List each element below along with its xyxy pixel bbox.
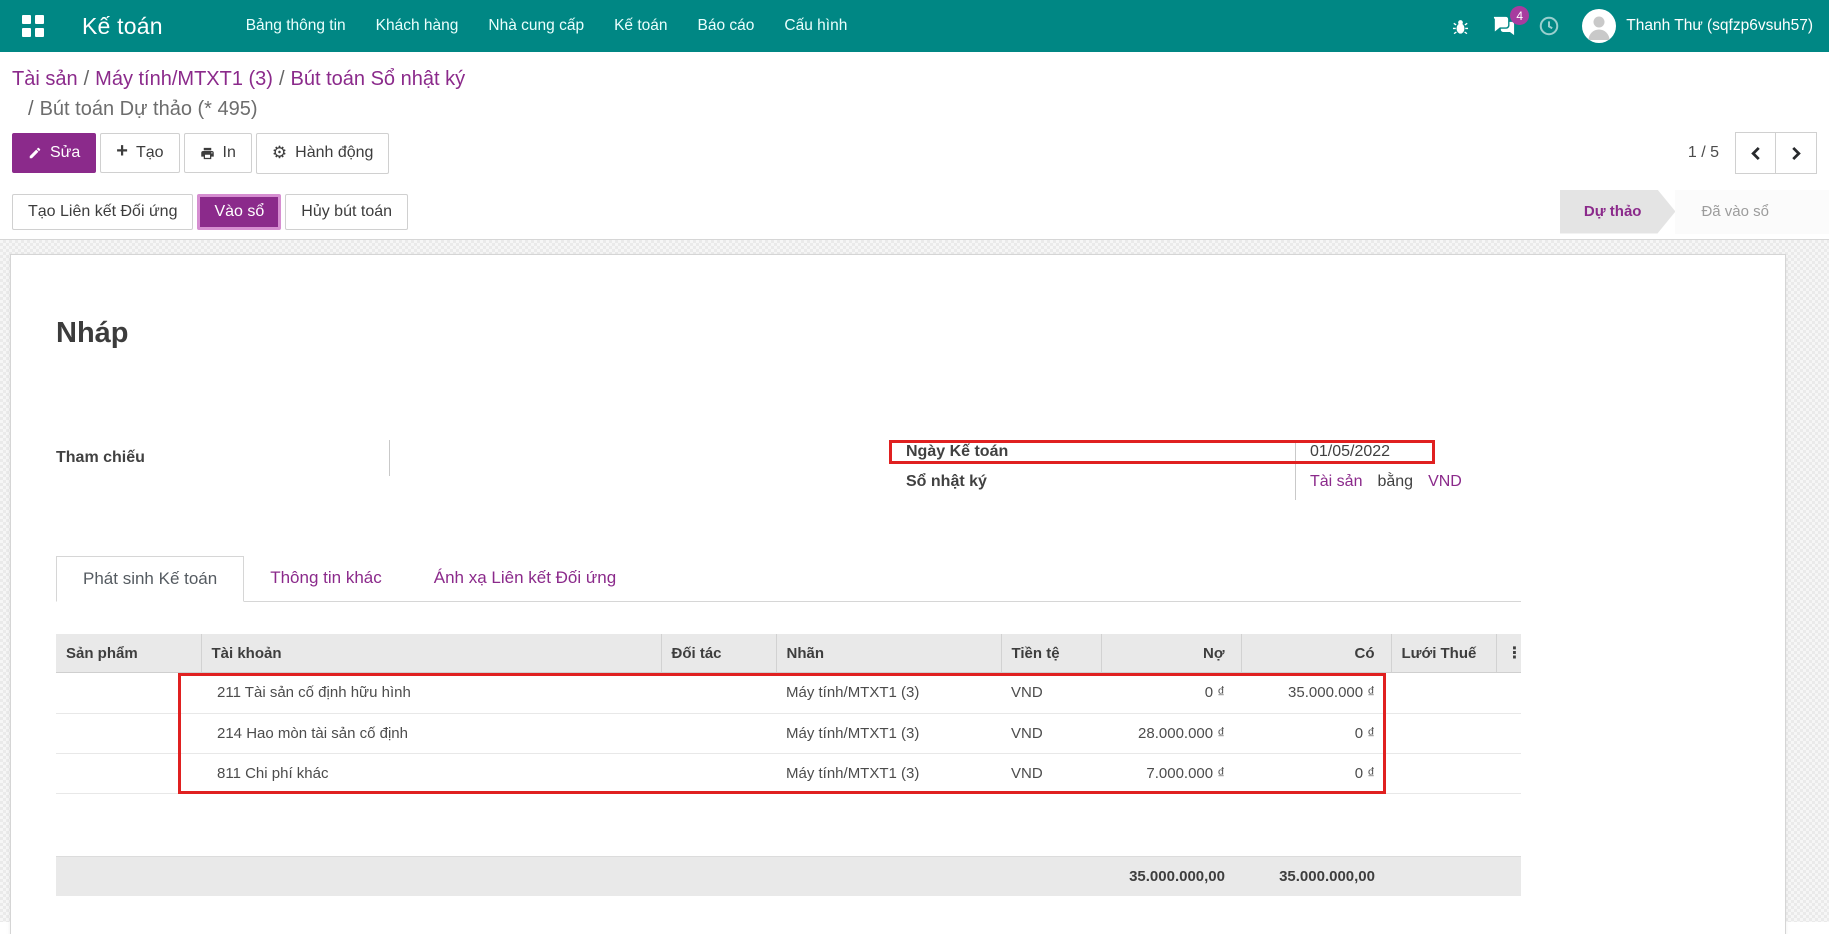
pager-counter: 1 / 5 <box>1687 144 1719 161</box>
plus-icon <box>116 142 128 164</box>
journal-link[interactable]: Tài sản <box>1310 473 1363 490</box>
message-count-badge: 4 <box>1510 6 1530 25</box>
printer-icon <box>200 146 215 161</box>
column-header-partner[interactable]: Đối tác <box>661 634 777 673</box>
totals-row: 35.000.000,00 35.000.000,00 <box>56 855 1521 896</box>
state-posted[interactable]: Đã vào sổ <box>1675 189 1829 234</box>
chevron-right-icon <box>1790 146 1803 161</box>
menu-item-reports[interactable]: Báo cáo <box>697 17 755 34</box>
form-sheet: Nháp Tham chiếu Ngày Kế toán 01/05/2022 … <box>10 254 1786 934</box>
column-header-credit[interactable]: Có <box>1241 634 1392 673</box>
debug-bug-icon[interactable] <box>1451 17 1470 36</box>
notebook-tabs: Phát sinh Kế toán Thông tin khác Ánh xạ … <box>56 556 1521 602</box>
journal-items-table-header: Sản phẩm Tài khoản Đối tác Nhãn Tiền tệ … <box>56 634 1523 673</box>
main-menu: Bảng thông tin Khách hàng Nhà cung cấp K… <box>231 0 863 52</box>
column-header-account[interactable]: Tài khoản <box>201 634 662 673</box>
print-button[interactable]: In <box>183 133 252 173</box>
column-header-debit[interactable]: Nợ <box>1101 634 1242 673</box>
pencil-icon <box>28 146 42 160</box>
table-row[interactable]: 211 Tài sản cố định hữu hình Máy tính/MT… <box>56 673 1521 714</box>
breadcrumb-current: Bút toán Dự thảo (* 495) <box>39 98 258 120</box>
app-title: Kế toán <box>82 12 163 39</box>
more-options-icon <box>1507 645 1523 662</box>
state-widget: Dự thảo Đã vào sổ <box>1560 189 1829 234</box>
column-header-product[interactable]: Sản phẩm <box>56 634 202 673</box>
statusbar: Tạo Liên kết Đối ứng Vào sổ Hủy bút toán… <box>0 184 1829 240</box>
journal-items-table: 211 Tài sản cố định hữu hình Máy tính/MT… <box>56 673 1521 794</box>
breadcrumb-separator: / <box>278 68 285 90</box>
tab-journal-items[interactable]: Phát sinh Kế toán <box>56 556 245 602</box>
record-title: Nháp <box>56 317 129 349</box>
user-name: Thanh Thư (sqfzp6vsuh57) <box>1626 17 1813 34</box>
state-draft[interactable]: Dự thảo <box>1560 190 1676 234</box>
control-panel: Sửa Tạo In Hành động 1 / 5 <box>0 128 1829 184</box>
table-row[interactable]: 811 Chi phí khác Máy tính/MTXT1 (3) VND … <box>56 753 1521 794</box>
chevron-left-icon <box>1749 146 1762 161</box>
menu-item-vendors[interactable]: Nhà cung cấp <box>488 17 585 34</box>
total-debit: 35.000.000,00 <box>1101 855 1241 896</box>
journal-currency-link[interactable]: VND <box>1428 473 1462 490</box>
action-button[interactable]: Hành động <box>255 132 390 174</box>
menu-item-config[interactable]: Cấu hình <box>784 17 848 34</box>
menu-item-customers[interactable]: Khách hàng <box>375 17 459 34</box>
breadcrumb: Tài sản / Máy tính/MTXT1 (3) / Bút toán Sổ n… <box>0 52 1829 128</box>
apps-grid-icon[interactable] <box>22 15 44 37</box>
journal-field-label: Sổ nhật ký <box>892 464 1296 500</box>
gear-icon <box>272 142 287 165</box>
menu-item-accounting[interactable]: Kế toán <box>614 17 668 34</box>
journal-connector-text: bằng <box>1377 473 1414 490</box>
column-header-label[interactable]: Nhãn <box>776 634 1002 673</box>
highlight-box-date: Ngày Kế toán 01/05/2022 <box>889 440 1435 464</box>
post-button[interactable]: Vào sổ <box>197 193 282 230</box>
edit-button[interactable]: Sửa <box>12 133 97 173</box>
breadcrumb-link-assets[interactable]: Tài sản <box>12 68 78 90</box>
breadcrumb-separator: / <box>28 98 34 120</box>
user-menu[interactable]: Thanh Thư (sqfzp6vsuh57) <box>1582 9 1813 43</box>
reference-field-label: Tham chiếu <box>56 440 390 476</box>
optional-columns-button[interactable] <box>1496 634 1523 673</box>
avatar <box>1582 9 1617 43</box>
form-view-background: Nháp Tham chiếu Ngày Kế toán 01/05/2022 … <box>0 240 1829 934</box>
activity-clock-icon[interactable] <box>1538 15 1560 37</box>
date-field-label: Ngày Kế toán <box>892 443 1296 461</box>
top-navbar: Kế toán Bảng thông tin Khách hàng Nhà cu… <box>0 0 1829 52</box>
breadcrumb-separator: / <box>83 68 90 90</box>
create-counterpart-button[interactable]: Tạo Liên kết Đối ứng <box>12 193 194 230</box>
column-header-currency[interactable]: Tiền tệ <box>1001 634 1102 673</box>
create-button[interactable]: Tạo <box>100 133 180 173</box>
column-header-tax-grid[interactable]: Lưới Thuế <box>1391 634 1497 673</box>
menu-item-dashboard[interactable]: Bảng thông tin <box>245 17 346 34</box>
table-row[interactable]: 214 Hao mòn tài sản cố định Máy tính/MTX… <box>56 713 1521 754</box>
cancel-entry-button[interactable]: Hủy bút toán <box>285 193 409 230</box>
tab-other-info[interactable]: Thông tin khác <box>270 568 382 587</box>
breadcrumb-link-asset-record[interactable]: Máy tính/MTXT1 (3) <box>95 68 273 90</box>
total-credit: 35.000.000,00 <box>1241 855 1391 896</box>
messages-chat-icon[interactable]: 4 <box>1492 6 1530 37</box>
pager: 1 / 5 <box>1688 132 1817 174</box>
field-groups: Tham chiếu Ngày Kế toán 01/05/2022 Sổ nh… <box>56 440 1785 500</box>
tab-counterpart-mapping[interactable]: Ánh xạ Liên kết Đối ứng <box>433 568 617 587</box>
pager-next-button[interactable] <box>1776 132 1817 174</box>
breadcrumb-link-journal-entries[interactable]: Bút toán Sổ nhật ký <box>290 68 466 90</box>
date-field-value[interactable]: 01/05/2022 <box>1310 443 1391 460</box>
pager-previous-button[interactable] <box>1735 132 1776 174</box>
